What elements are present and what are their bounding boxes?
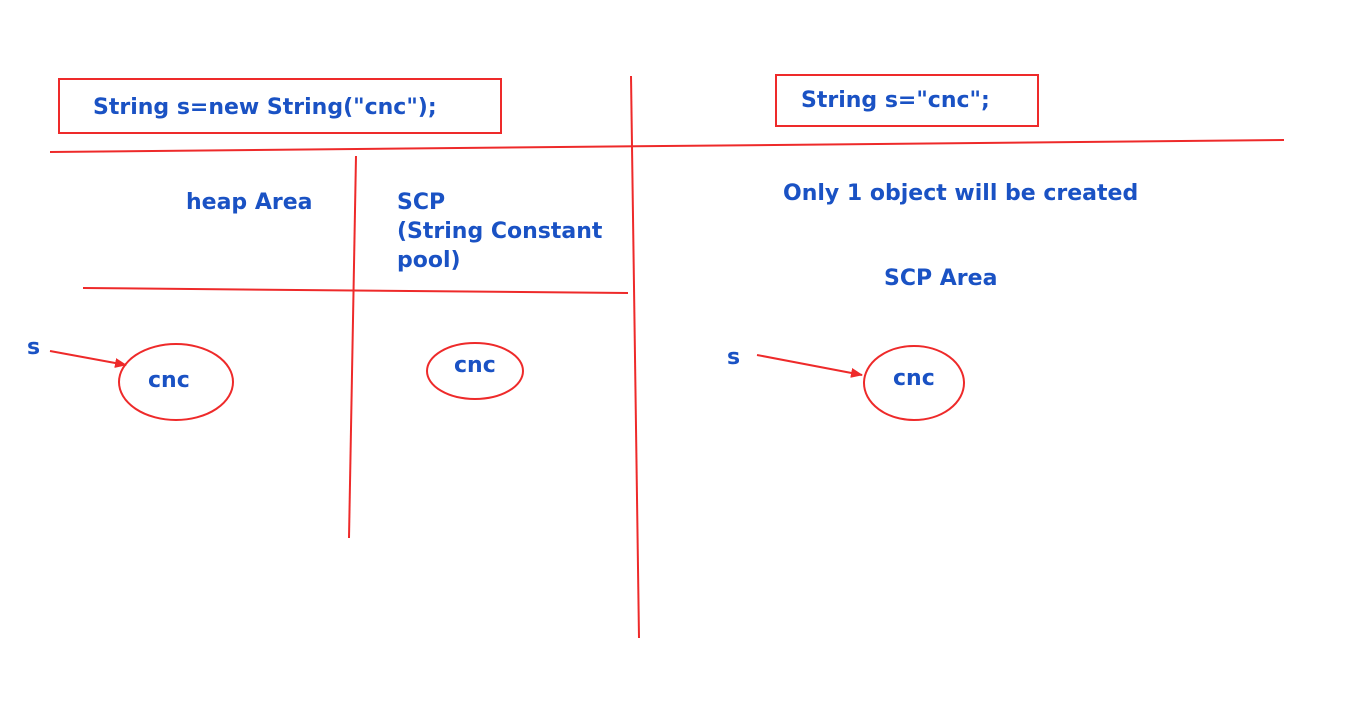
left-heap-object-text: cnc [148,368,190,393]
right-scp-object-circle [863,345,965,421]
right-reference-variable: s [727,345,741,370]
right-note-text: Only 1 object will be created [783,181,1139,206]
right-reference-arrow [756,354,863,378]
left-scp-object-circle [426,342,524,400]
main-horizontal-divider [49,139,1285,153]
right-scp-area-label: SCP Area [884,266,998,291]
left-code-box [58,78,502,134]
right-code-box [775,74,1039,127]
left-scp-object-text: cnc [454,353,496,378]
left-reference-arrow [49,350,127,368]
left-code-text: String s=new String("cnc"); [93,95,437,120]
left-sub-vertical-divider [348,155,357,539]
main-vertical-divider [630,75,640,639]
right-scp-object-text: cnc [893,366,935,391]
left-sub-horizontal-divider [82,287,629,294]
left-reference-variable: s [27,335,41,360]
left-heap-object-circle [118,343,234,421]
scp-label-line3: pool) [397,248,461,273]
scp-label-line2: (String Constant [397,219,603,244]
scp-label-line1: SCP [397,190,446,215]
right-code-text: String s="cnc"; [801,88,990,113]
heap-area-label: heap Area [186,190,313,215]
